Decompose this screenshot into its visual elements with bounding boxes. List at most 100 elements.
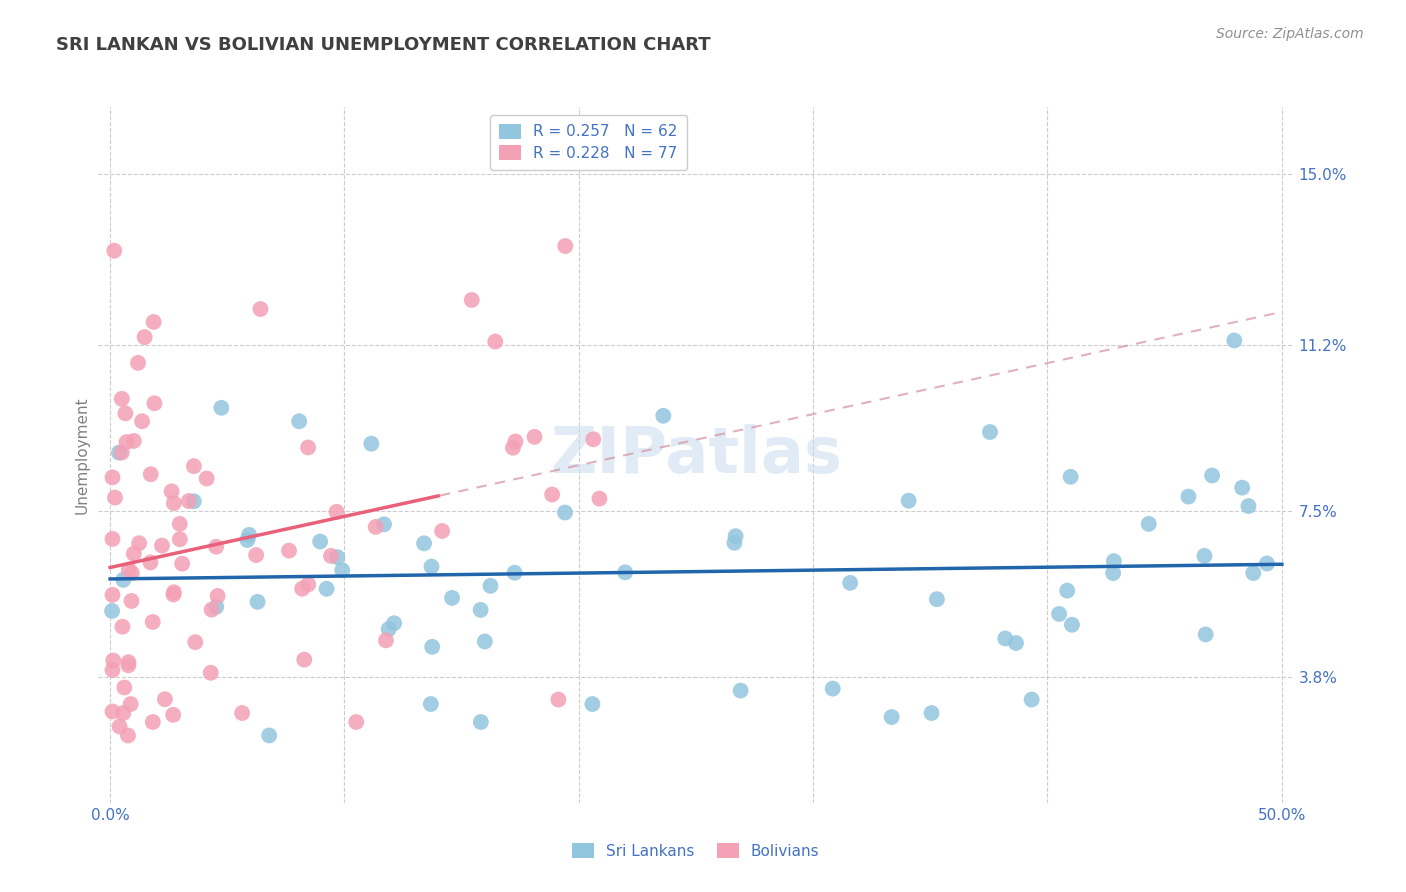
Point [474, 634, 496, 648]
Point [200, 665, 222, 680]
Point [142, 315, 165, 329]
Point [1223, 334, 1246, 348]
Point [541, 487, 564, 501]
Point [461, 293, 484, 307]
Point [209, 401, 232, 415]
Point [297, 441, 319, 455]
Point [118, 563, 141, 577]
Point [1177, 490, 1199, 504]
Point [183, 459, 205, 474]
Point [184, 635, 207, 649]
Point [897, 493, 920, 508]
Point [104, 491, 127, 505]
Point [547, 692, 569, 706]
Point [309, 534, 332, 549]
Point [413, 536, 436, 550]
Point [382, 616, 405, 631]
Point [205, 599, 228, 614]
Point [108, 719, 131, 733]
Point [169, 532, 191, 546]
Point [484, 334, 506, 349]
Point [114, 406, 136, 420]
Legend: Sri Lankans, Bolivians: Sri Lankans, Bolivians [567, 837, 825, 864]
Point [112, 681, 135, 695]
Point [257, 729, 280, 743]
Point [245, 548, 267, 562]
Point [588, 491, 610, 506]
Point [112, 706, 135, 720]
Point [117, 729, 139, 743]
Point [297, 577, 319, 591]
Point [122, 434, 145, 448]
Point [319, 549, 342, 563]
Point [374, 633, 396, 648]
Point [419, 697, 441, 711]
Point [821, 681, 844, 696]
Point [160, 484, 183, 499]
Point [1194, 549, 1216, 563]
Point [117, 655, 139, 669]
Point [1060, 617, 1083, 632]
Point [344, 714, 367, 729]
Point [377, 622, 399, 636]
Point [505, 434, 527, 449]
Point [238, 528, 260, 542]
Point [581, 697, 603, 711]
Point [103, 654, 125, 668]
Point [111, 445, 134, 459]
Point [101, 604, 124, 618]
Point [1047, 607, 1070, 621]
Point [1201, 468, 1223, 483]
Point [121, 594, 143, 608]
Point [163, 585, 186, 599]
Point [122, 547, 145, 561]
Point [921, 706, 943, 720]
Point [1137, 516, 1160, 531]
Point [150, 539, 173, 553]
Point [249, 301, 271, 316]
Point [120, 697, 142, 711]
Point [1237, 499, 1260, 513]
Point [131, 414, 153, 428]
Point [1005, 636, 1028, 650]
Point [111, 392, 134, 406]
Point [134, 330, 156, 344]
Point [1056, 583, 1078, 598]
Point [101, 588, 124, 602]
Point [502, 441, 524, 455]
Point [142, 615, 165, 629]
Point [554, 506, 576, 520]
Point [994, 632, 1017, 646]
Point [360, 436, 382, 450]
Point [364, 520, 387, 534]
Point [291, 582, 314, 596]
Point [839, 575, 862, 590]
Point [1021, 692, 1043, 706]
Point [1102, 554, 1125, 568]
Point [111, 620, 134, 634]
Point [163, 496, 186, 510]
Point [162, 587, 184, 601]
Point [139, 467, 162, 482]
Point [724, 529, 747, 543]
Text: Source: ZipAtlas.com: Source: ZipAtlas.com [1216, 27, 1364, 41]
Point [723, 535, 745, 549]
Point [326, 550, 349, 565]
Point [205, 540, 228, 554]
Point [201, 602, 224, 616]
Point [128, 536, 150, 550]
Point [420, 640, 443, 654]
Point [315, 582, 337, 596]
Point [246, 595, 269, 609]
Point [582, 432, 605, 446]
Point [292, 653, 315, 667]
Point [101, 663, 124, 677]
Point [373, 517, 395, 532]
Point [177, 494, 200, 508]
Point [614, 566, 637, 580]
Point [101, 470, 124, 484]
Point [127, 356, 149, 370]
Point [101, 705, 124, 719]
Point [1102, 566, 1125, 580]
Text: ZIPatlas: ZIPatlas [550, 424, 842, 486]
